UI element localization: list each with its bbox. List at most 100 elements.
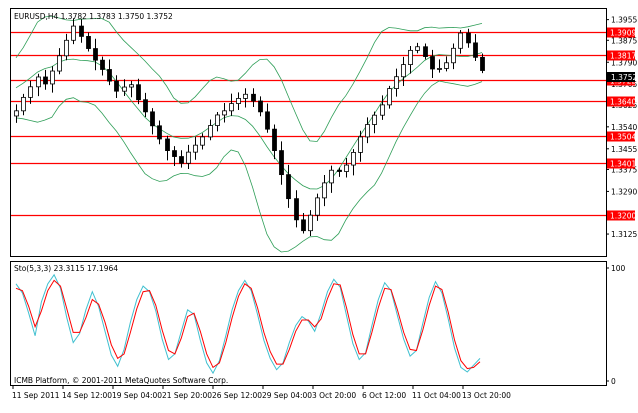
level-label: 1.3504 [610,133,636,142]
candle-body [473,42,478,58]
level-label-box [607,27,635,38]
candle-body [200,136,205,146]
candle-body [265,111,270,130]
candle-body [21,96,26,112]
candle-body [64,39,69,57]
candle-body [294,198,299,221]
candle-body [444,62,449,69]
current-price-box [607,72,635,82]
candle-body [28,86,33,98]
candle-body [387,88,392,106]
candle-body [114,80,119,92]
candle-body [401,64,406,78]
level-label-box [607,158,635,169]
candle-body [380,104,385,116]
price-tick-label: 1.3540 [611,123,637,132]
candle-body [222,110,227,116]
candle-body [394,76,399,90]
candles [14,18,485,237]
candle-body [430,56,435,70]
instrument-title: EURUSD,H4 1.3782 1.3783 1.3750 1.3752 [14,12,173,21]
candle-body [437,68,442,70]
stochastic-axis: 100 0 [606,264,626,386]
candle-body [415,46,420,51]
candle-body [93,48,98,61]
candle-body [337,169,342,172]
candle-body [451,47,456,64]
candle-body [286,174,291,200]
candle-body [172,150,177,157]
candle-body [329,169,334,184]
candle-body [229,103,234,112]
level-label-box [607,131,635,142]
price-tick-label: 1.3790 [611,58,637,67]
candle-body [14,110,19,117]
candle-body [358,136,363,153]
candle-body [344,164,349,172]
candle-body [86,36,91,49]
candle-body [279,150,284,176]
level-label: 1.3200 [610,212,636,221]
price-tick-label: 1.3375 [611,165,637,174]
time-tick-label: 29 Sep 04:00 [262,391,312,400]
price-tick-label: 1.3455 [611,145,637,154]
candle-body [322,182,327,199]
candle-body [50,70,55,85]
level-label: 1.3817 [610,52,636,61]
current-price-label: 1.3752 [611,73,637,82]
candle-body [193,144,198,153]
envelope-bands [15,15,483,253]
candle-body [272,128,277,152]
candle-body [408,49,413,65]
candle-body [36,76,41,88]
candle-body [157,125,162,140]
stochastic-tick-label: 0 [611,377,616,386]
candle-body [57,55,62,72]
candle-body [236,98,241,104]
level-label: 1.3640 [610,98,636,107]
level-label-box [607,210,635,221]
level-label-box [607,50,635,61]
candle-body [480,56,485,71]
lower-band [15,80,483,253]
price-axis: 1.39551.38751.37901.37051.36251.35401.34… [606,16,637,239]
stochastic-panel-border [10,261,607,386]
candle-body [458,32,463,49]
time-tick-label: 21 Sep 20:00 [162,391,212,400]
candle-body [136,84,141,101]
candle-body [179,156,184,164]
time-tick-label: 6 Oct 12:00 [362,391,406,400]
candle-body [208,125,213,138]
candle-body [100,59,105,70]
time-tick-label: 13 Oct 20:00 [462,391,511,400]
candle-body [365,124,370,138]
level-label: 1.3401 [610,160,636,169]
time-tick-label: 14 Sep 12:00 [62,391,112,400]
candle-body [372,114,377,125]
footer-copyright: ICMB Platform, © 2001-2011 MetaQuotes So… [14,376,228,385]
candle-body [150,111,155,127]
candle-body [258,100,263,113]
price-tick-label: 1.3290 [611,187,637,196]
candle-body [107,69,112,82]
level-label: 1.3909 [610,29,636,38]
price-tick-label: 1.3875 [611,36,637,45]
candle-body [129,84,134,88]
candle-body [165,138,170,152]
price-tick-label: 1.3125 [611,230,637,239]
upper-band [15,15,483,142]
horizontal-levels [11,31,606,217]
candle-body [186,151,191,164]
stochastic-tick-label: 100 [611,264,626,273]
candle-body [43,76,48,85]
stochastic-signal-line [15,279,481,370]
candle-body [351,152,356,166]
level-label-box [607,96,635,107]
candle-body [79,25,84,37]
candle-body [243,93,248,99]
time-axis: 11 Sep 2011 14 Sep 12:00 19 Sep 04:00 21 Se… [12,386,511,400]
candle-body [251,93,256,102]
candle-body [71,25,76,41]
